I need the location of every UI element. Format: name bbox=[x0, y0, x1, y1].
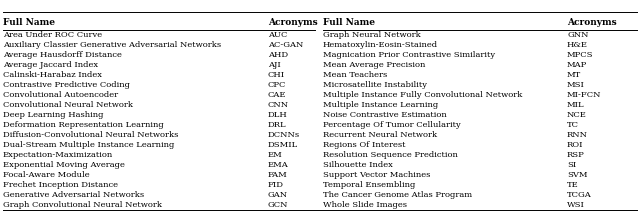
Text: FAM: FAM bbox=[268, 171, 288, 179]
Text: ROI: ROI bbox=[567, 141, 584, 149]
Text: Multiple Instance Learning: Multiple Instance Learning bbox=[323, 101, 438, 109]
Text: Graph Neural Network: Graph Neural Network bbox=[323, 31, 420, 39]
Text: Generative Adversarial Networks: Generative Adversarial Networks bbox=[3, 191, 144, 199]
Text: MT: MT bbox=[567, 71, 581, 79]
Text: GAN: GAN bbox=[268, 191, 288, 199]
Text: Full Name: Full Name bbox=[323, 18, 375, 27]
Text: Hematoxylin-Eosin-Stained: Hematoxylin-Eosin-Stained bbox=[323, 41, 438, 49]
Text: Acronyms: Acronyms bbox=[567, 18, 616, 27]
Text: Full Name: Full Name bbox=[3, 18, 55, 27]
Text: FID: FID bbox=[268, 181, 284, 189]
Text: EMA: EMA bbox=[268, 161, 289, 169]
Text: Acronyms: Acronyms bbox=[268, 18, 317, 27]
Text: AJI: AJI bbox=[268, 61, 281, 69]
Text: SVM: SVM bbox=[567, 171, 588, 179]
Text: Graph Convolutional Neural Network: Graph Convolutional Neural Network bbox=[3, 201, 162, 209]
Text: CNN: CNN bbox=[268, 101, 289, 109]
Text: DLH: DLH bbox=[268, 111, 288, 119]
Text: DSMIL: DSMIL bbox=[268, 141, 298, 149]
Text: NCE: NCE bbox=[567, 111, 587, 119]
Text: DCNNs: DCNNs bbox=[268, 131, 300, 139]
Text: RNN: RNN bbox=[567, 131, 588, 139]
Text: Resolution Sequence Prediction: Resolution Sequence Prediction bbox=[323, 151, 458, 159]
Text: Auxiliary Classier Generative Adversarial Networks: Auxiliary Classier Generative Adversaria… bbox=[3, 41, 221, 49]
Text: Average Hausdorff Distance: Average Hausdorff Distance bbox=[3, 51, 122, 59]
Text: Diffusion-Convolutional Neural Networks: Diffusion-Convolutional Neural Networks bbox=[3, 131, 179, 139]
Text: Temporal Ensembling: Temporal Ensembling bbox=[323, 181, 415, 189]
Text: Average Jaccard Index: Average Jaccard Index bbox=[3, 61, 98, 69]
Text: TC: TC bbox=[567, 121, 579, 129]
Text: DRL: DRL bbox=[268, 121, 287, 129]
Text: SI: SI bbox=[567, 161, 576, 169]
Text: WSI: WSI bbox=[567, 201, 585, 209]
Text: Regions Of Interest: Regions Of Interest bbox=[323, 141, 406, 149]
Text: MPCS: MPCS bbox=[567, 51, 593, 59]
Text: Noise Contrastive Estimation: Noise Contrastive Estimation bbox=[323, 111, 447, 119]
Text: MSI: MSI bbox=[567, 81, 585, 89]
Text: Microsatellite Instability: Microsatellite Instability bbox=[323, 81, 427, 89]
Text: MI-FCN: MI-FCN bbox=[567, 91, 602, 99]
Text: Expectation-Maximization: Expectation-Maximization bbox=[3, 151, 113, 159]
Text: Calinski-Harabaz Index: Calinski-Harabaz Index bbox=[3, 71, 102, 79]
Text: Whole Slide Images: Whole Slide Images bbox=[323, 201, 407, 209]
Text: Frechet Inception Distance: Frechet Inception Distance bbox=[3, 181, 118, 189]
Text: EM: EM bbox=[268, 151, 283, 159]
Text: TE: TE bbox=[567, 181, 579, 189]
Text: TCGA: TCGA bbox=[567, 191, 592, 199]
Text: AHD: AHD bbox=[268, 51, 288, 59]
Text: CAE: CAE bbox=[268, 91, 287, 99]
Text: AUC: AUC bbox=[268, 31, 287, 39]
Text: Silhouette Index: Silhouette Index bbox=[323, 161, 393, 169]
Text: Contrastive Predictive Coding: Contrastive Predictive Coding bbox=[3, 81, 130, 89]
Text: RSP: RSP bbox=[567, 151, 585, 159]
Text: Magnication Prior Contrastive Similarity: Magnication Prior Contrastive Similarity bbox=[323, 51, 495, 59]
Text: Recurrent Neural Network: Recurrent Neural Network bbox=[323, 131, 437, 139]
Text: Dual-Stream Multiple Instance Learning: Dual-Stream Multiple Instance Learning bbox=[3, 141, 174, 149]
Text: Focal-Aware Module: Focal-Aware Module bbox=[3, 171, 90, 179]
Text: H&E: H&E bbox=[567, 41, 588, 49]
Text: GNN: GNN bbox=[567, 31, 589, 39]
Text: MAP: MAP bbox=[567, 61, 588, 69]
Text: Percentage Of Tumor Cellularity: Percentage Of Tumor Cellularity bbox=[323, 121, 461, 129]
Text: The Cancer Genome Atlas Program: The Cancer Genome Atlas Program bbox=[323, 191, 472, 199]
Text: GCN: GCN bbox=[268, 201, 289, 209]
Text: Convolutional Autoencoder: Convolutional Autoencoder bbox=[3, 91, 118, 99]
Text: Area Under ROC Curve: Area Under ROC Curve bbox=[3, 31, 102, 39]
Text: CPC: CPC bbox=[268, 81, 286, 89]
Text: AC-GAN: AC-GAN bbox=[268, 41, 303, 49]
Text: CHI: CHI bbox=[268, 71, 285, 79]
Text: Support Vector Machines: Support Vector Machines bbox=[323, 171, 430, 179]
Text: Convolutional Neural Network: Convolutional Neural Network bbox=[3, 101, 133, 109]
Text: Mean Teachers: Mean Teachers bbox=[323, 71, 387, 79]
Text: MIL: MIL bbox=[567, 101, 584, 109]
Text: Deep Learning Hashing: Deep Learning Hashing bbox=[3, 111, 104, 119]
Text: Multiple Instance Fully Convolutional Network: Multiple Instance Fully Convolutional Ne… bbox=[323, 91, 522, 99]
Text: Exponential Moving Average: Exponential Moving Average bbox=[3, 161, 125, 169]
Text: Mean Average Precision: Mean Average Precision bbox=[323, 61, 426, 69]
Text: Deformation Representation Learning: Deformation Representation Learning bbox=[3, 121, 164, 129]
